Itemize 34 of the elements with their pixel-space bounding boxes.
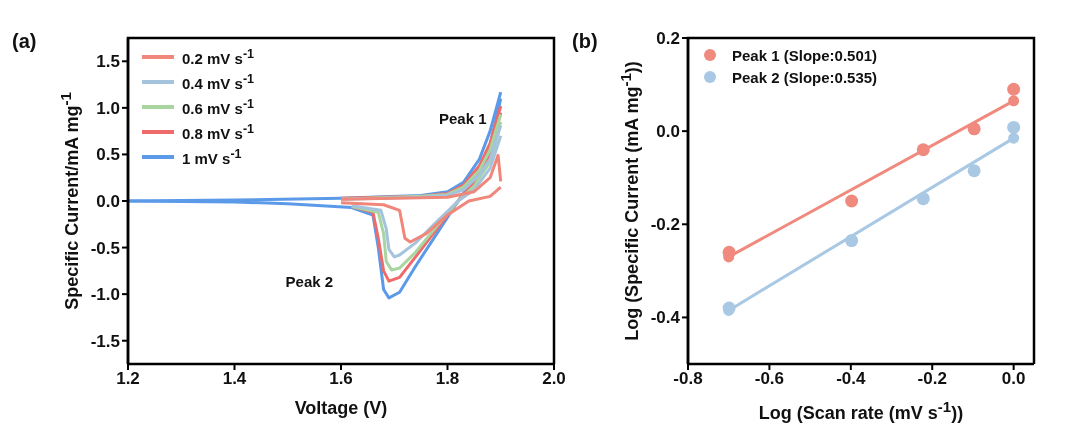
x-tick-label: 1.6: [329, 369, 353, 389]
text: (a): [12, 30, 37, 52]
y-tick-label: 0.5: [96, 145, 120, 165]
x-tick-label: 1.4: [222, 369, 247, 389]
y-tick-label: -1.5: [90, 331, 120, 351]
text: (b): [572, 30, 598, 52]
y-tick-label: 0.2: [656, 29, 680, 49]
x-tick-label: 1.8: [435, 369, 460, 389]
y-tick-label: 0.0: [656, 122, 680, 142]
x-tick-label: -0.6: [754, 369, 785, 389]
legend-label: Peak 1 (Slope:0.501): [732, 46, 878, 64]
x-axis-title: Log (Scan rate (mV s$^{-1}$)): [758, 398, 964, 423]
x-tick-label: -0.2: [917, 369, 947, 389]
legend-label: 0.4 mV s$^{-1}$: [182, 71, 254, 92]
y-tick-label: -1.0: [90, 285, 120, 305]
legend-label: 0.6 mV s$^{-1}$: [182, 96, 254, 117]
legend-label: Peak 2 (Slope:0.535): [732, 68, 878, 86]
legend-label: 1 mV s$^{-1}$: [182, 146, 242, 167]
y-tick-label: 0.0: [96, 192, 120, 212]
x-tick-label: -0.8: [673, 369, 703, 389]
annotation: Peak 1: [438, 109, 487, 127]
y-tick-label: -0.4: [650, 308, 681, 328]
y-tick-label: 1.0: [96, 98, 120, 118]
x-axis-title: Voltage (V): [294, 398, 388, 418]
y-tick-label: -0.2: [650, 215, 680, 235]
legend-label: 0.2 mV s$^{-1}$: [182, 46, 254, 67]
y-tick-label: 1.5: [96, 52, 120, 72]
legend-label: 0.8 mV s$^{-1}$: [182, 121, 254, 142]
x-tick-label: -0.4: [836, 369, 867, 389]
x-tick-label: 2.0: [542, 369, 566, 389]
x-tick-label: 1.2: [116, 369, 140, 389]
x-tick-label: 0.0: [1001, 369, 1026, 389]
y-tick-label: -0.5: [90, 238, 120, 258]
annotation: Peak 2: [285, 272, 334, 290]
